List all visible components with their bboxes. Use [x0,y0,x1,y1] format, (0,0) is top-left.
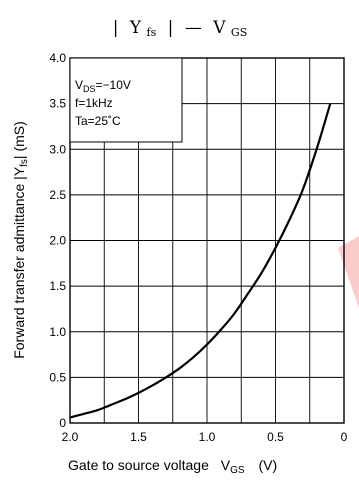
watermark-shape [338,236,359,308]
condition-frequency: f=1kHz [75,96,113,110]
title-v-sub: GS [231,26,247,39]
title-bar-left: | [113,18,119,38]
y-tick-label: 3.5 [49,97,66,111]
y-tick-label: 4.0 [49,51,66,65]
y-tick-label: 2.0 [49,234,66,248]
x-tick-label: 1.0 [199,430,216,444]
y-tick-label: 1.0 [49,325,66,339]
series-line-yfs [69,103,332,419]
y-tick-label: 0 [59,416,66,430]
plot-frame [69,57,345,424]
y-tick-label: 1.5 [49,279,66,293]
title-y: Y [129,18,142,38]
x-tick-label: 2.0 [62,430,79,444]
grid [70,58,344,423]
title-bar-right: | [168,18,174,38]
y-tick-label: 0.5 [49,370,66,384]
title-dash: — [185,18,202,38]
y-tick-label: 3.0 [49,142,66,156]
y-tick-label: 2.5 [49,188,66,202]
x-tick-label: 0 [341,430,348,444]
title-v: V [212,18,226,38]
condition-temperature: Ta=25˚C [75,114,121,128]
series-layer [69,103,332,419]
x-tick-label: 0.5 [267,430,284,444]
chart-title: | Y fs | — V GS [113,18,247,41]
x-tick-label: 1.5 [130,430,147,444]
y-axis-label: Forward transfer admittance |Yfs| (mS) [11,121,30,359]
tick-labels: 2.0 1.5 1.0 0.5 0 0 0.5 1.0 1.5 2.0 2.5 3.0 3.5 4.0 [49,51,347,444]
conditions-box: VDS=−10V f=1kHz Ta=25˚C [69,57,183,143]
condition-vds: VDS=−10V [75,78,131,94]
title-y-sub: fs [147,26,157,39]
x-axis-label: Gate to source voltage VGS (V) [68,457,277,476]
